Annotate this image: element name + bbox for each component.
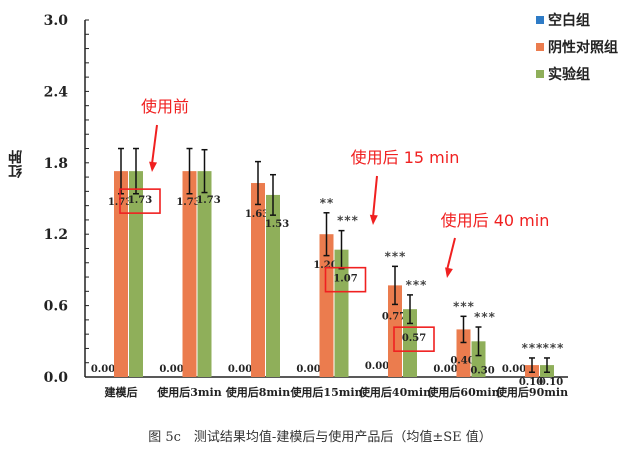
bar-experimental [266, 194, 280, 377]
significance-marker: *** [542, 341, 564, 355]
significance-marker: *** [453, 299, 475, 313]
y-tick-label: 3.0 [44, 13, 69, 29]
value-label: 1.73 [196, 195, 220, 206]
x-category-label: 使用后90min [495, 385, 568, 399]
legend-label: 阴性对照组 [548, 39, 618, 56]
annotation-label: 使用后 40 min [441, 211, 550, 230]
x-category-label: 使用后40min [358, 385, 431, 399]
bar-negative-control [114, 171, 128, 377]
value-label-blank: 0.00 [228, 364, 252, 375]
value-label: 1.73 [176, 197, 200, 208]
y-tick-label: 1.8 [44, 156, 68, 172]
highlight-box [393, 326, 435, 352]
value-label-blank: 0.00 [433, 364, 457, 375]
highlight-box [119, 188, 161, 214]
highlight-box [324, 266, 367, 293]
significance-marker: *** [474, 310, 496, 324]
arrow-head-icon [369, 214, 378, 225]
arrow-head-icon [445, 267, 453, 278]
x-category-label: 使用后60min [426, 385, 499, 399]
y-tick-label: 0.0 [44, 370, 69, 386]
legend: 空白组 阴性对照组 实验组 [536, 6, 618, 87]
legend-swatch-negative-control [536, 42, 544, 51]
value-label-blank: 0.00 [91, 364, 115, 375]
value-label: 1.63 [245, 209, 269, 220]
y-tick-label: 2.4 [44, 84, 69, 100]
bar-experimental [334, 249, 349, 377]
legend-swatch-experimental [536, 69, 544, 78]
value-label: 0.57 [402, 333, 426, 344]
annotation-label: 使用前 [141, 97, 189, 116]
bar-negative-control [319, 234, 334, 377]
significance-marker: *** [521, 341, 543, 355]
bar-negative-control [456, 329, 471, 377]
value-label: 1.53 [265, 219, 289, 230]
value-label: 0.77 [382, 311, 406, 322]
value-label: 0.40 [450, 355, 474, 366]
legend-label: 实验组 [548, 66, 590, 83]
bar-experimental [471, 341, 486, 377]
annotation-arrow [372, 175, 378, 218]
legend-swatch-blank [536, 15, 544, 24]
y-tick-label: 0.6 [44, 299, 68, 315]
value-label-blank: 0.00 [365, 361, 389, 372]
bar-experimental [129, 171, 143, 377]
value-label: 0.10 [539, 377, 563, 388]
legend-item-negative-control: 阴性对照组 [536, 33, 618, 60]
value-label: 1.20 [313, 260, 337, 271]
x-category-label: 建模后 [105, 385, 138, 399]
bar-negative-control [388, 285, 402, 377]
x-category-label: 使用后8min [225, 385, 290, 399]
significance-marker: *** [384, 249, 406, 263]
value-label-blank: 0.00 [296, 364, 320, 375]
value-label: 0.30 [470, 365, 494, 376]
figure-caption: 图 5c 测试结果均值-建模后与使用产品后（均值±SE 值） [148, 430, 492, 445]
legend-item-experimental: 实验组 [536, 60, 618, 87]
value-label-blank: 0.00 [159, 364, 183, 375]
value-label-blank: 0.00 [502, 364, 526, 375]
bar-negative-control [182, 171, 197, 377]
y-tick-label: 1.2 [44, 227, 68, 243]
value-label: 0.10 [519, 377, 543, 388]
significance-marker: *** [405, 278, 427, 292]
x-category-label: 使用后15min [289, 385, 362, 399]
legend-label: 空白组 [548, 12, 590, 29]
value-label: 1.07 [333, 274, 357, 285]
arrow-head-icon [149, 161, 158, 172]
annotation-arrow [446, 237, 456, 271]
legend-item-blank: 空白组 [536, 6, 618, 33]
value-label: 1.73 [128, 195, 152, 206]
x-category-label: 使用后3min [156, 385, 221, 399]
annotation-arrow [151, 124, 158, 165]
bar-experimental [403, 309, 417, 377]
bar-experimental [197, 171, 212, 377]
bar-negative-control [251, 183, 265, 377]
annotation-label: 使用后 15 min [351, 148, 460, 167]
significance-marker: *** [337, 214, 359, 228]
significance-marker: ** [319, 196, 333, 210]
bar-chart: 0.00.61.21.82.43.00.001.731.73建模后0.001.7… [44, 13, 568, 399]
